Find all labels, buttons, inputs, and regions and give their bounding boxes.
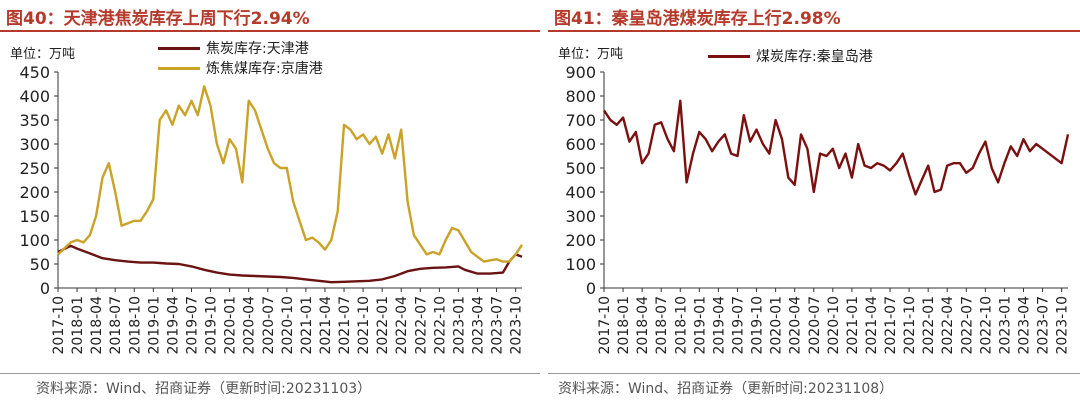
left-chart-x-tick-label: 2022-01: [375, 296, 391, 355]
right-chart-x-tick-label: 2018-04: [635, 296, 651, 355]
left-chart-y-tick-label: 150: [19, 207, 50, 226]
right-chart-x-tick-label: 2018-10: [673, 296, 689, 355]
right-chart-x-tick-label: 2020-07: [807, 296, 823, 355]
left-chart-x-tick-label: 2018-07: [108, 296, 124, 355]
right-chart-x-tick-label: 2021-10: [902, 296, 918, 355]
left-source-note: 资料来源：Wind、招商证券（更新时间:20231103）: [36, 381, 372, 397]
right-chart-title-bar: 图41：秦皇岛港煤炭库存上行2.98%: [548, 0, 1080, 32]
left-chart-x-tick-label: 2021-01: [299, 296, 315, 355]
right-chart-x-tick-label: 2022-10: [978, 296, 994, 355]
right-chart-y-tick-label: 700: [565, 111, 596, 130]
right-chart-y-tick-label: 800: [565, 87, 596, 106]
left-chart-panel: 图40：天津港焦炭库存上周下行2.94% 单位：万吨 焦炭库存:天津港 炼焦煤库…: [0, 0, 540, 397]
left-chart-x-tick-label: 2020-07: [261, 296, 277, 355]
left-chart-y-tick-label: 0: [40, 279, 50, 298]
right-chart-x-tick-label: 2019-01: [692, 296, 708, 355]
right-chart-x-tick-label: 2023-01: [997, 296, 1013, 355]
left-chart-title-bar: 图40：天津港焦炭库存上周下行2.94%: [0, 0, 540, 32]
left-chart-x-tick-label: 2021-07: [337, 296, 353, 355]
left-chart-y-tick-label: 250: [19, 159, 50, 178]
right-chart-x-tick-label: 2020-01: [769, 296, 785, 355]
left-chart-x-tick-label: 2021-04: [318, 296, 334, 355]
right-chart-x-tick-label: 2021-07: [883, 296, 899, 355]
left-chart-y-tick-label: 300: [19, 135, 50, 154]
right-chart-x-tick-label: 2019-10: [750, 296, 766, 355]
left-chart-y-tick-label: 50: [30, 255, 50, 274]
right-chart-title: 图41：秦皇岛港煤炭库存上行2.98%: [554, 9, 841, 29]
left-chart-y-tick-label: 450: [19, 63, 50, 82]
left-legend-label-coke: 焦炭库存:天津港: [206, 41, 309, 57]
right-chart-x-tick-label: 2020-04: [788, 296, 804, 355]
right-chart-y-tick-label: 100: [565, 255, 596, 274]
right-chart-y-tick-label: 600: [565, 135, 596, 154]
left-chart-x-tick-label: 2023-01: [451, 296, 467, 355]
left-chart-y-tick-label: 100: [19, 231, 50, 250]
right-chart-x-tick-label: 2020-10: [826, 296, 842, 355]
left-source-divider: [0, 373, 540, 374]
left-chart-x-tick-label: 2018-04: [89, 296, 105, 355]
right-legend-label-coal: 煤炭库存:秦皇岛港: [756, 49, 873, 65]
right-chart-x-tick-label: 2018-07: [654, 296, 670, 355]
right-chart-y-tick-label: 0: [586, 279, 596, 298]
left-chart-x-tick-label: 2023-04: [471, 296, 487, 355]
left-chart-x-tick-label: 2018-01: [70, 296, 86, 355]
left-chart-x-tick-label: 2020-04: [242, 296, 258, 355]
left-legend-item-coking-coal: 炼焦煤库存:京唐港: [158, 58, 323, 78]
right-chart-panel: 图41：秦皇岛港煤炭库存上行2.98% 单位：万吨 煤炭库存:秦皇岛港 0 100…: [548, 0, 1080, 412]
left-chart-x-tick-label: 2019-10: [204, 296, 220, 355]
right-legend: 煤炭库存:秦皇岛港: [708, 46, 873, 66]
left-chart-x-tick-label: 2018-10: [127, 296, 143, 355]
left-chart-x-tick-label: 2023-10: [509, 296, 525, 355]
right-legend-swatch-coal: [708, 54, 750, 58]
left-legend-label-coking-coal: 炼焦煤库存:京唐港: [206, 61, 323, 77]
right-chart-y-tick-label: 200: [565, 231, 596, 250]
left-chart-x-tick-label: 2022-04: [394, 296, 410, 355]
left-chart-x-tick-label: 2019-01: [146, 296, 162, 355]
right-unit-label: 单位：万吨: [558, 47, 624, 62]
left-chart-series-line-0: [57, 244, 523, 284]
left-chart-y-tick-label: 200: [19, 183, 50, 202]
left-chart-x-tick-label: 2019-04: [165, 296, 181, 355]
left-chart-y-tick-label: 400: [19, 87, 50, 106]
right-chart-x-tick-label: 2023-07: [1036, 296, 1052, 355]
right-chart-y-tick-label: 500: [565, 159, 596, 178]
left-legend: 焦炭库存:天津港 炼焦煤库存:京唐港: [158, 38, 323, 78]
left-chart-x-tick-label: 2017-10: [51, 296, 67, 355]
right-chart-series-line-0: [603, 99, 1070, 196]
right-chart-y-tick-label: 300: [565, 207, 596, 226]
right-legend-item-coal: 煤炭库存:秦皇岛港: [708, 46, 873, 66]
left-chart-series-line-1: [57, 85, 523, 263]
left-legend-swatch-coking-coal: [158, 66, 200, 70]
left-legend-item-coke: 焦炭库存:天津港: [158, 38, 323, 58]
left-chart-x-tick-label: 2019-07: [184, 296, 200, 355]
right-chart-x-tick-label: 2022-01: [921, 296, 937, 355]
left-unit-label: 单位：万吨: [10, 47, 76, 62]
right-chart-x-tick-label: 2018-01: [616, 296, 632, 355]
right-chart-y-tick-label: 900: [565, 63, 596, 82]
right-chart-x-tick-label: 2022-07: [959, 296, 975, 355]
right-source-note: 资料来源：Wind、招商证券（更新时间:20231108）: [558, 381, 894, 397]
left-chart-x-tick-label: 2020-01: [223, 296, 239, 355]
right-chart-x-tick-label: 2021-04: [864, 296, 880, 355]
right-chart-x-tick-label: 2019-07: [730, 296, 746, 355]
left-chart-x-tick-label: 2021-10: [356, 296, 372, 355]
left-chart-title: 图40：天津港焦炭库存上周下行2.94%: [6, 9, 310, 29]
left-chart-x-tick-label: 2022-07: [413, 296, 429, 355]
left-chart-x-tick-label: 2023-07: [490, 296, 506, 355]
right-chart-x-tick-label: 2017-10: [597, 296, 613, 355]
right-chart-x-tick-label: 2023-10: [1055, 296, 1071, 355]
left-legend-swatch-coke: [158, 46, 200, 50]
right-chart-x-tick-label: 2022-04: [940, 296, 956, 355]
left-chart-x-tick-label: 2020-10: [280, 296, 296, 355]
right-chart-y-tick-label: 400: [565, 183, 596, 202]
left-chart-y-tick-label: 350: [19, 111, 50, 130]
right-source-divider: [548, 373, 1080, 374]
right-chart-x-tick-label: 2019-04: [711, 296, 727, 355]
right-chart-x-tick-label: 2021-01: [845, 296, 861, 355]
left-chart-x-tick-label: 2022-10: [432, 296, 448, 355]
right-chart-x-tick-label: 2023-04: [1017, 296, 1033, 355]
